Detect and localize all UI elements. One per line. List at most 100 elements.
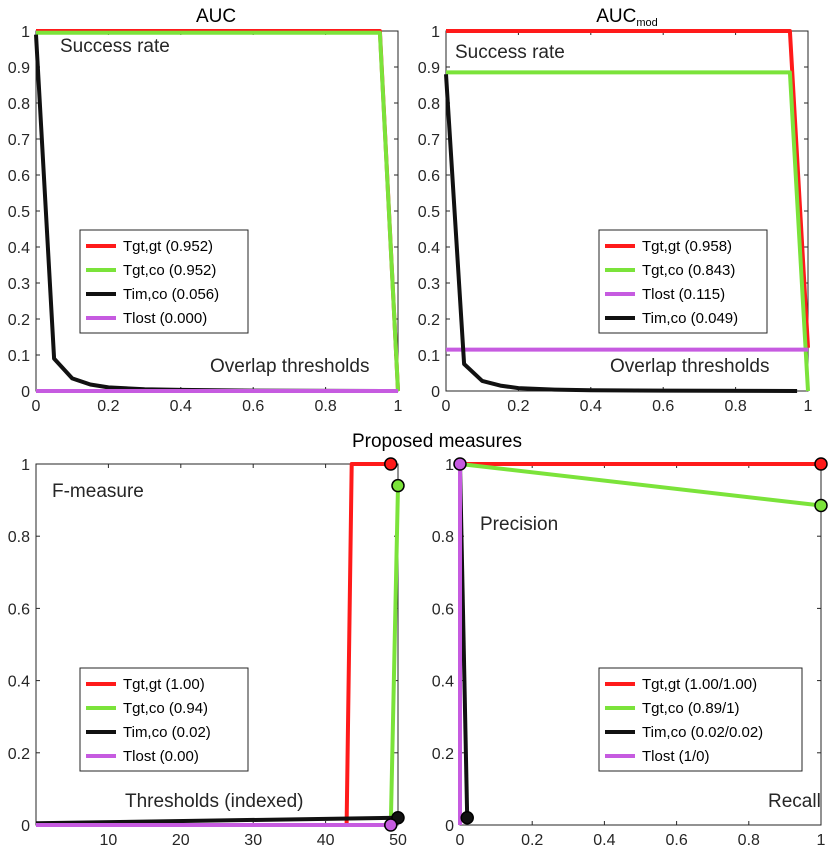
y-tick-label: 0.8 xyxy=(432,529,454,546)
y-tick-label: 0.8 xyxy=(418,96,440,113)
panel-fmeasure: 0 0.2 0.4 0.6 0.8 1 10 20 30 40 50 F-measure Thresho… xyxy=(8,457,407,849)
series-line-red xyxy=(36,29,400,392)
series-marker-magenta xyxy=(384,818,398,832)
y-tick-label: 0.6 xyxy=(8,168,30,185)
y-tick-label: 0.9 xyxy=(418,60,440,77)
series-marker-black xyxy=(460,811,474,825)
legend-entry: Tgt,gt (1.00) xyxy=(123,676,205,693)
series-marker-green xyxy=(391,478,405,493)
axes-box xyxy=(445,30,809,392)
y-tick-label: 0.9 xyxy=(8,60,30,77)
x-tick-label: 0.8 xyxy=(314,398,336,415)
legend-entry: Tgt,gt (0.952) xyxy=(123,238,213,255)
y-tick-label: 0 xyxy=(21,818,30,835)
x-tick-label: 0.6 xyxy=(665,832,687,849)
y-tick-label: 0.6 xyxy=(8,601,30,618)
x-tick-label: 0 xyxy=(442,398,451,415)
series-line-black xyxy=(35,815,399,826)
y-tick-label: 0.6 xyxy=(418,168,440,185)
y-tick-label: 0.7 xyxy=(8,132,30,149)
x-tick-label: 50 xyxy=(389,832,407,849)
series-line-green xyxy=(459,462,822,508)
x-tick-label: 0.6 xyxy=(242,398,264,415)
series-marker-red xyxy=(384,457,398,471)
y-tick-label: 1 xyxy=(21,24,30,41)
legend-entry: Tgt,co (0.94) xyxy=(123,700,208,717)
series-line-red xyxy=(446,29,810,348)
series-marker-red xyxy=(814,457,828,471)
legend-entry: Tim,co (0.02/0.02) xyxy=(642,724,763,741)
y-tick-label: 0.6 xyxy=(432,601,454,618)
y-tick-label: 0.5 xyxy=(418,204,440,221)
y-tick-label: 0.2 xyxy=(8,746,30,763)
y-tick-label: 1 xyxy=(21,457,30,474)
chart-title: AUCmod xyxy=(596,6,658,29)
legend-entry: Tlost (0.000) xyxy=(123,310,207,327)
y-tick-label: 0.4 xyxy=(8,240,30,257)
series-line-green xyxy=(446,70,810,392)
x-tick-label: 40 xyxy=(317,832,335,849)
series-marker-magenta xyxy=(453,457,467,471)
y-tick-label: 0.3 xyxy=(418,276,440,293)
legend-box xyxy=(79,229,249,334)
legend-entry: Tim,co (0.056) xyxy=(123,286,219,303)
annotation-upper: Success rate xyxy=(60,36,170,57)
series-line-green xyxy=(36,30,400,392)
annotation-lower: Overlap thresholds xyxy=(610,356,769,377)
x-tick-label: 1 xyxy=(394,398,403,415)
y-tick-label: 0 xyxy=(21,384,30,401)
axes-box xyxy=(35,30,399,392)
legend-entry: Tlost (0.115) xyxy=(642,286,725,303)
x-tick-label: 1 xyxy=(817,832,826,849)
y-tick-label: 0.3 xyxy=(8,276,30,293)
y-tick-label: 0.8 xyxy=(8,529,30,546)
x-tick-label: 0 xyxy=(32,398,41,415)
x-tick-label: 10 xyxy=(100,832,118,849)
x-tick-label: 0.6 xyxy=(652,398,674,415)
series-line-black xyxy=(444,74,798,393)
annotation-upper: F-measure xyxy=(52,481,144,502)
x-tick-label: 20 xyxy=(172,832,190,849)
legend-entry: Tim,co (0.049) xyxy=(642,310,738,327)
x-tick-label: 0.8 xyxy=(738,832,760,849)
x-tick-label: 0.2 xyxy=(521,832,543,849)
series-line-black xyxy=(34,34,399,393)
annotation-lower: Thresholds (indexed) xyxy=(125,791,303,812)
panel-auc: 0 0.1 0.2 0.3 0.4 0.5 0.6 0.7 0.8 0.9 1 0 0.2 0.4 0.6 0… xyxy=(8,6,403,415)
annotation-lower: Overlap thresholds xyxy=(210,356,369,377)
y-tick-label: 0.4 xyxy=(432,674,454,691)
x-tick-label: 0.4 xyxy=(593,832,615,849)
annotation-lower: Recall xyxy=(768,791,821,812)
x-tick-label: 0.8 xyxy=(724,398,746,415)
y-tick-label: 0 xyxy=(431,384,440,401)
legend-entry: Tgt,gt (0.958) xyxy=(642,238,732,255)
legend-entry: Tlost (1/0) xyxy=(642,748,710,765)
x-tick-label: 0.2 xyxy=(97,398,119,415)
chart-title: AUC xyxy=(196,6,236,27)
y-tick-label: 0.4 xyxy=(418,240,440,257)
series-line-green xyxy=(36,485,400,827)
annotation-upper: Success rate xyxy=(455,42,565,63)
panel-aucmod: 0 0.1 0.2 0.3 0.4 0.5 0.6 0.7 0.8 0.9 1 0 0.2 0.4 0.6 0… xyxy=(418,6,813,415)
series-marker-green xyxy=(814,498,828,513)
y-tick-label: 0.2 xyxy=(432,746,454,763)
y-tick-label: 0.1 xyxy=(418,348,440,365)
annotation-upper: Precision xyxy=(480,514,558,535)
y-tick-label: 1 xyxy=(431,24,440,41)
y-tick-label: 0 xyxy=(445,818,454,835)
y-tick-label: 1 xyxy=(445,457,454,474)
chart-title-subscript: mod xyxy=(636,17,657,29)
legend-entry: Tgt,co (0.843) xyxy=(642,262,735,279)
legend-entry: Tgt,co (0.89/1) xyxy=(642,700,740,717)
legend-entry: Tim,co (0.02) xyxy=(123,724,211,741)
y-tick-label: 0.4 xyxy=(8,674,30,691)
legend-entry: Tgt,co (0.952) xyxy=(123,262,216,279)
x-tick-label: 30 xyxy=(244,832,262,849)
y-tick-label: 0.5 xyxy=(8,204,30,221)
legend-entry: Tgt,gt (1.00/1.00) xyxy=(642,676,757,693)
panel-precrecall: 0 0.2 0.4 0.6 0.8 1 0 0.2 0.4 0.6 0.8 1 Precision Rec… xyxy=(432,457,828,849)
x-tick-label: 1 xyxy=(804,398,813,415)
x-tick-label: 0 xyxy=(456,832,465,849)
x-tick-label: 0.4 xyxy=(170,398,192,415)
